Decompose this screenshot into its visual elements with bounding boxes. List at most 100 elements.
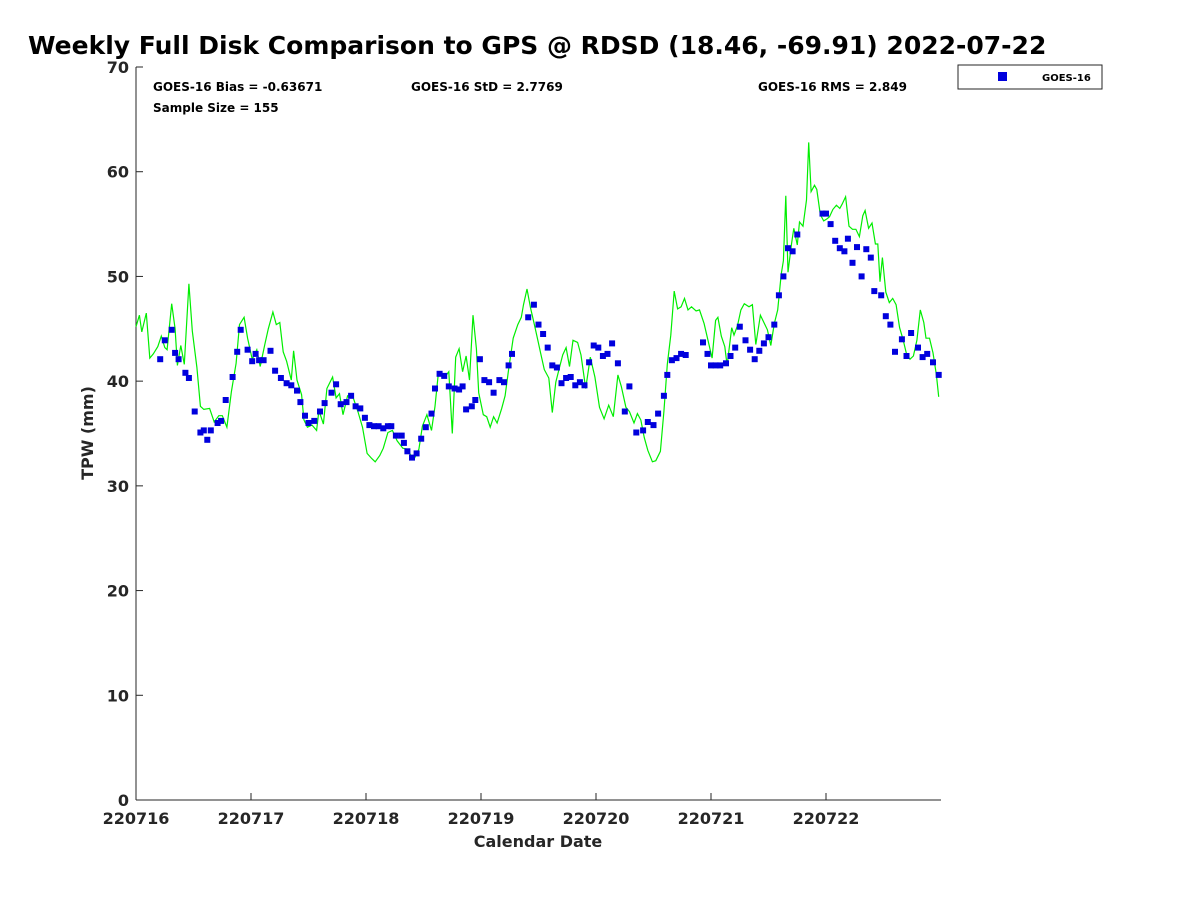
goes16-data-point (409, 454, 415, 461)
goes16-data-point (384, 423, 391, 430)
goes16-data-point (732, 344, 739, 351)
legend-box (957, 64, 1103, 90)
legend-marker-goes16 (998, 72, 1007, 81)
goes16-data-point (590, 342, 597, 349)
legend-label-goes16: GOES-16 (1042, 73, 1091, 84)
y-tick-label: 0 (118, 791, 129, 810)
goes16-data-point (785, 245, 791, 252)
goes16-data-point (655, 410, 662, 417)
legend: GOES-16 (957, 64, 1103, 90)
goes16-data-point (366, 422, 373, 429)
std-stat: GOES-16 StD = 2.7769 (411, 80, 563, 94)
goes16-data-point (530, 301, 537, 308)
goes16-data-point (756, 347, 763, 354)
goes16-data-point (321, 400, 328, 407)
goes16-data-point (903, 353, 910, 359)
goes16-data-point (459, 383, 466, 390)
goes16-data-point (704, 350, 711, 357)
y-axis-ticks: 0 10 20 30 40 50 60 70 (107, 58, 143, 810)
goes16-data-point (260, 357, 267, 364)
goes16-data-point (244, 346, 251, 353)
goes16-data-point (549, 362, 556, 369)
goes16-data-point (794, 231, 801, 238)
goes16-data-point (404, 448, 411, 455)
goes16-data-point (878, 292, 885, 299)
goes16-data-point (736, 323, 743, 330)
goes16-data-point (200, 427, 207, 434)
sample-size-stat: Sample Size = 155 (153, 101, 279, 115)
goes16-data-point (621, 408, 628, 415)
chart-title: Weekly Full Disk Comparison to GPS @ RDS… (28, 31, 1046, 60)
goes16-data-point (882, 313, 889, 320)
goes16-data-point (237, 326, 244, 333)
goes16-data-point (836, 245, 843, 252)
goes16-data-point (505, 362, 512, 369)
goes16-data-point (490, 389, 497, 396)
goes16-data-point (682, 352, 689, 358)
goes16-data-point (609, 340, 616, 347)
goes16-data-point (576, 379, 583, 386)
goes16-data-point (398, 432, 405, 439)
goes16-data-point (700, 339, 706, 346)
goes16-data-point (172, 349, 179, 356)
goes16-data-point (871, 288, 878, 295)
goes16-data-point (673, 355, 680, 362)
y-axis-label: TPW (mm) (78, 386, 97, 480)
x-tick-label: 220720 (563, 809, 630, 828)
x-tick-label: 220718 (333, 809, 400, 828)
x-tick-label: 220722 (793, 809, 860, 828)
goes16-data-point (567, 374, 574, 380)
goes16-data-point (747, 346, 754, 353)
goes16-data-point (863, 246, 870, 253)
goes16-data-point (678, 350, 685, 357)
goes16-data-point (305, 420, 312, 426)
goes16-data-point (887, 321, 894, 328)
goes16-data-point (650, 422, 657, 429)
goes16-data-point (640, 427, 647, 434)
goes16-data-point (660, 392, 667, 399)
goes16-data-point (717, 362, 724, 369)
goes16-data-point (760, 340, 767, 347)
goes16-data-point (413, 450, 420, 457)
goes16-data-point (361, 414, 368, 421)
goes16-data-point (234, 348, 241, 355)
goes16-data-point (780, 273, 787, 280)
goes16-data-point (712, 362, 719, 369)
goes16-data-point (496, 377, 503, 384)
goes16-data-point (586, 359, 593, 366)
goes16-data-point (614, 360, 621, 367)
goes16-data-point (204, 436, 211, 443)
y-tick-label: 20 (107, 582, 129, 601)
goes16-data-point (867, 254, 874, 261)
goes16-data-point (161, 337, 168, 344)
x-axis-label: Calendar Date (474, 832, 603, 851)
goes16-data-point (908, 330, 915, 336)
goes16-data-point (844, 235, 851, 242)
goes16-data-point (604, 350, 611, 357)
goes16-data-point (352, 403, 359, 410)
goes16-data-point (267, 347, 274, 354)
goes16-data-point (771, 321, 778, 328)
goes16-data-point (924, 350, 931, 357)
goes16-data-point (633, 429, 640, 436)
goes16-series-points (157, 210, 942, 461)
goes16-data-point (277, 375, 284, 381)
goes16-data-point (311, 417, 318, 424)
goes16-data-point (742, 337, 749, 344)
goes16-data-point (197, 429, 204, 436)
goes16-data-point (422, 424, 429, 431)
bias-stat: GOES-16 Bias = -0.63671 (153, 80, 322, 94)
x-tick-label: 220717 (218, 809, 285, 828)
goes16-data-point (185, 375, 192, 381)
goes16-data-point (919, 354, 926, 361)
goes16-data-point (249, 358, 256, 365)
goes16-data-point (898, 336, 905, 343)
goes16-data-point (451, 385, 458, 392)
goes16-data-point (819, 210, 826, 217)
goes16-data-point (626, 383, 633, 390)
goes16-data-point (157, 356, 164, 363)
goes16-data-point (456, 386, 463, 393)
goes16-data-point (727, 353, 734, 359)
goes16-data-point (191, 408, 198, 415)
